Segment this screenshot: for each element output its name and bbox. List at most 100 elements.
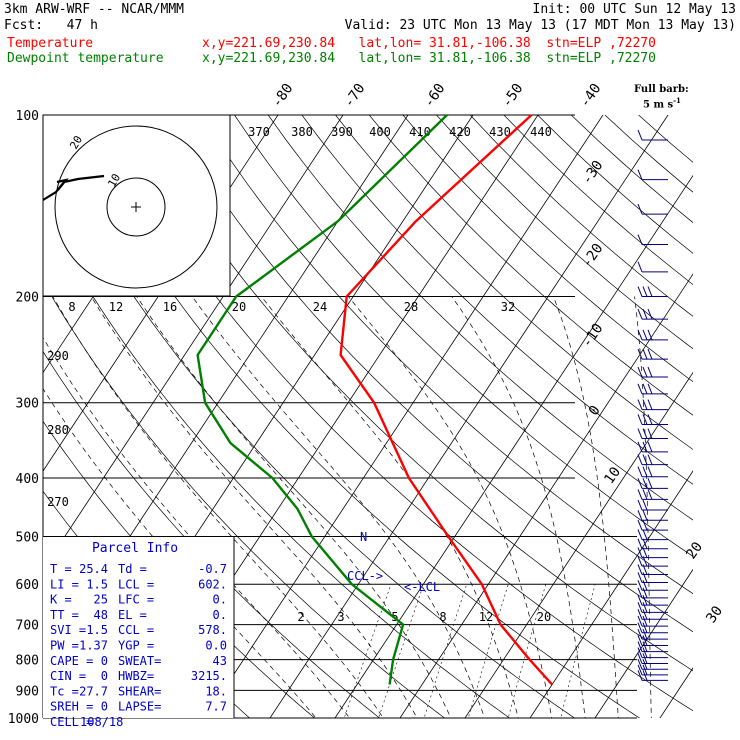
mixing-ratio-label: 2 <box>297 610 304 624</box>
isotherm-line <box>717 102 740 731</box>
isotherm-label: 10 <box>601 464 624 487</box>
wind-barb-flag <box>642 329 648 341</box>
wind-barb-flag <box>637 628 643 640</box>
parcel-key: EL = <box>118 608 147 622</box>
mixing-ratio-label: 12 <box>479 610 493 624</box>
wind-barb <box>637 538 668 550</box>
lcl-marker: <-LCL <box>404 580 440 594</box>
parcel-value: 0 <box>101 700 108 714</box>
hodograph-ring-outer <box>54 125 218 289</box>
wind-barb <box>637 499 668 511</box>
parcel-value: 27.7 <box>79 684 108 698</box>
moist-adiabat <box>261 296 519 718</box>
pressure-tick-1000: 1000 <box>8 712 39 727</box>
wind-barb-flag <box>642 308 648 320</box>
isotherm-label: -70 <box>341 81 369 111</box>
wind-barb-flag <box>642 510 648 521</box>
wind-barb-flag <box>642 286 648 297</box>
dry-adiabat <box>301 115 693 485</box>
wind-barb-flag <box>637 602 643 613</box>
theta-e-label: 370 <box>248 125 270 139</box>
wind-barb-flag <box>637 647 643 658</box>
parcel-value: -0.7 <box>198 562 227 576</box>
wind-barb <box>637 510 668 521</box>
mixing-ratio-line <box>378 584 424 718</box>
wind-barb <box>637 234 668 246</box>
parcel-value: 25 <box>94 593 108 607</box>
wind-barb-flag <box>647 329 653 341</box>
ccl-marker: CCL-> <box>347 569 383 583</box>
wind-barb-flag <box>642 555 648 567</box>
moist-adiabat <box>136 296 452 718</box>
wind-barb <box>637 595 668 606</box>
wind-barb <box>637 628 668 640</box>
wind-barb-flag <box>637 615 643 627</box>
wind-barb-flag <box>647 308 653 320</box>
theta-label: 270 <box>47 495 69 509</box>
parcel-key: HWBZ= <box>118 669 154 683</box>
isotherm-label: -60 <box>421 81 449 111</box>
parcel-value: 7.7 <box>205 700 227 714</box>
wind-barb-flag <box>642 519 648 531</box>
wind-barb-flag <box>647 441 653 453</box>
wind-barb-flag <box>642 348 648 360</box>
wind-barb-flag <box>647 348 653 360</box>
dewpoint-label: Dewpoint temperature <box>7 51 164 66</box>
wind-barb-flag <box>642 602 648 613</box>
parcel-panel-bg <box>43 537 234 718</box>
wind-barb-flag <box>647 478 653 489</box>
parcel-value: 0.0 <box>205 639 227 653</box>
pressure-tick-400: 400 <box>16 472 39 487</box>
kts-scale-label: 16 <box>163 300 177 314</box>
isotherm-line <box>529 470 693 718</box>
dry-adiabat <box>503 115 693 286</box>
pressure-tick-600: 600 <box>16 578 39 593</box>
wind-barb-flag <box>642 564 648 575</box>
parcel-key: LI = <box>50 577 79 591</box>
wind-barb-flag <box>637 587 643 599</box>
wind-barb-flag <box>642 628 648 640</box>
wind-barb-flag <box>637 555 643 567</box>
theta-e-label: 420 <box>449 125 471 139</box>
theta-label: 290 <box>47 349 69 363</box>
parcel-key: LFC = <box>118 593 154 607</box>
parcel-key: T = <box>50 562 72 576</box>
mixing-ratio-line <box>423 584 467 718</box>
dry-adiabat <box>99 115 693 712</box>
isotherm-line <box>464 371 693 718</box>
wind-barb-flag <box>637 366 643 378</box>
dry-adiabat <box>638 115 693 163</box>
wind-barb <box>637 441 668 453</box>
wind-barb-flag <box>637 286 643 297</box>
parcel-value: 0 <box>101 654 108 668</box>
parcel-key: Tc = <box>50 684 79 698</box>
dry-adiabat <box>43 137 576 718</box>
wind-barb <box>637 635 668 646</box>
dry-adiabat <box>166 115 693 633</box>
wind-barb <box>637 587 668 599</box>
wind-barb-flag <box>642 414 648 425</box>
wind-barb-flag <box>637 329 643 341</box>
wind-barb <box>637 653 668 664</box>
wind-barb <box>637 602 668 613</box>
wind-barb <box>637 547 668 559</box>
model-title: 3km ARW-WRF -- NCAR/MMM <box>4 2 185 17</box>
wind-barb-flag <box>647 414 653 425</box>
wind-barb-flag <box>642 647 648 658</box>
wind-barb-flag <box>642 383 648 395</box>
isotherm-label: 20 <box>683 539 706 562</box>
wind-barb-flag <box>637 169 643 180</box>
wind-barb <box>637 622 668 634</box>
theta-e-label: 400 <box>369 125 391 139</box>
wind-barb-flag <box>642 499 648 511</box>
wind-barb-flag <box>637 670 643 681</box>
wind-barb-flag <box>637 653 643 664</box>
mixing-ratio-label: 8 <box>439 610 446 624</box>
barb-legend-title: Full barb: <box>634 84 689 95</box>
wind-barb-flag <box>637 580 643 591</box>
wind-barb-flag <box>637 129 643 141</box>
wind-barb <box>637 564 668 575</box>
wind-barb <box>637 169 668 181</box>
hodograph-ring-label: 10 <box>105 172 123 190</box>
wind-barb-flag <box>637 547 643 558</box>
